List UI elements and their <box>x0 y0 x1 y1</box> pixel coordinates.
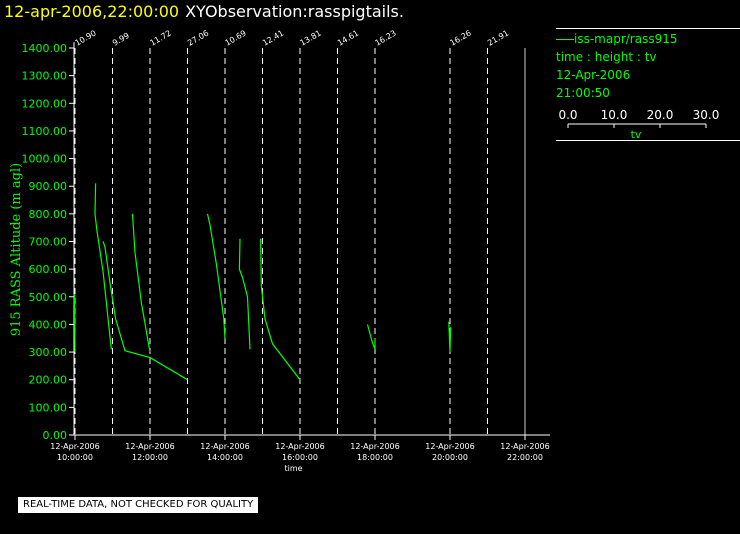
y-tick-label: 900.00 <box>29 180 68 193</box>
profile-marker-label: 11.72 <box>149 28 173 47</box>
legend-date: 12-Apr-2006 <box>556 68 631 82</box>
y-tick-label: 1300.00 <box>22 70 68 83</box>
series-line <box>94 183 112 350</box>
y-tick-label: 1000.00 <box>22 153 68 166</box>
y-tick-label: 700.00 <box>29 236 68 249</box>
profile-marker-label: 21.91 <box>486 28 510 47</box>
profile-marker-label: 10.90 <box>74 28 98 47</box>
x-tick-date: 12-Apr-2006 <box>425 442 474 451</box>
y-tick-label: 400.00 <box>29 318 68 331</box>
profile-marker-label: 27.06 <box>186 28 210 47</box>
legend-series: iss-mapr/rass915 <box>556 30 740 48</box>
legend-description: time : height : tv <box>556 50 657 64</box>
x-tick-date: 12-Apr-2006 <box>50 442 99 451</box>
profile-marker-label: 14.61 <box>336 28 360 47</box>
y-tick-label: 0.00 <box>43 429 68 442</box>
legend-divider-top <box>556 28 740 29</box>
quality-disclaimer: REAL-TIME DATA, NOT CHECKED FOR QUALITY <box>18 497 259 513</box>
x-tick-date: 12-Apr-2006 <box>200 442 249 451</box>
legend-divider-bottom <box>556 140 740 141</box>
y-tick-label: 300.00 <box>29 346 68 359</box>
profile-marker-label: 10.69 <box>224 28 248 47</box>
legend-series-label: iss-mapr/rass915 <box>574 32 678 46</box>
legend-clock: 21:00:50 <box>556 86 610 100</box>
x-tick-time: 12:00:00 <box>132 453 168 462</box>
legend-scale-label: tv <box>631 128 642 141</box>
y-axis-label: 915 RASS Altitude (m agl) <box>9 163 24 336</box>
profile-marker-label: 9.99 <box>111 31 131 48</box>
x-tick-date: 12-Apr-2006 <box>275 442 324 451</box>
series-line <box>73 293 76 353</box>
x-tick-time: 18:00:00 <box>357 453 393 462</box>
y-tick-label: 600.00 <box>29 263 68 276</box>
x-tick-time: 22:00:00 <box>507 453 543 462</box>
legend-scale-tick-label: 30.0 <box>693 108 720 122</box>
series-line <box>366 324 376 350</box>
legend-scale-tick-label: 20.0 <box>647 108 674 122</box>
series-line <box>102 241 188 381</box>
profile-marker-label: 16.23 <box>374 28 398 47</box>
legend-scale: 0.0 10.0 20.0 30.0 tv <box>558 108 720 141</box>
x-tick-time: 10:00:00 <box>57 453 93 462</box>
x-axis-label: time <box>284 464 302 473</box>
observation-name: XYObservation:rasspigtails. <box>185 2 404 21</box>
y-tick-label: 1100.00 <box>22 125 68 138</box>
y-tick-label: 800.00 <box>29 208 68 221</box>
legend-scale-tick-label: 10.0 <box>601 108 628 122</box>
y-tick-label: 200.00 <box>29 374 68 387</box>
series-line <box>260 238 301 381</box>
x-tick-time: 14:00:00 <box>207 453 243 462</box>
x-tick-date: 12-Apr-2006 <box>500 442 549 451</box>
observation-time: 12-apr-2006,22:00:00 <box>4 2 180 21</box>
x-tick-date: 12-Apr-2006 <box>125 442 174 451</box>
profile-marker-label: 16.26 <box>449 28 473 47</box>
series-line <box>448 321 452 353</box>
chart-title: 12-apr-2006,22:00:00 XYObservation:rasspi… <box>4 2 404 21</box>
y-tick-label: 1400.00 <box>22 42 68 55</box>
y-tick-label: 500.00 <box>29 291 68 304</box>
legend-line-swatch <box>556 39 574 40</box>
x-tick-time: 20:00:00 <box>432 453 468 462</box>
y-tick-label: 1200.00 <box>22 97 68 110</box>
series-line <box>238 238 251 350</box>
series-line <box>131 213 151 353</box>
x-tick-date: 12-Apr-2006 <box>350 442 399 451</box>
profile-marker-label: 12.41 <box>261 28 285 47</box>
legend-panel: iss-mapr/rass915 time : height : tv 12-A… <box>556 28 740 141</box>
profile-marker-label: 13.81 <box>299 28 323 47</box>
x-tick-time: 16:00:00 <box>282 453 318 462</box>
y-tick-label: 100.00 <box>29 401 68 414</box>
legend-scale-tick-label: 0.0 <box>558 108 577 122</box>
series-line <box>206 213 226 339</box>
